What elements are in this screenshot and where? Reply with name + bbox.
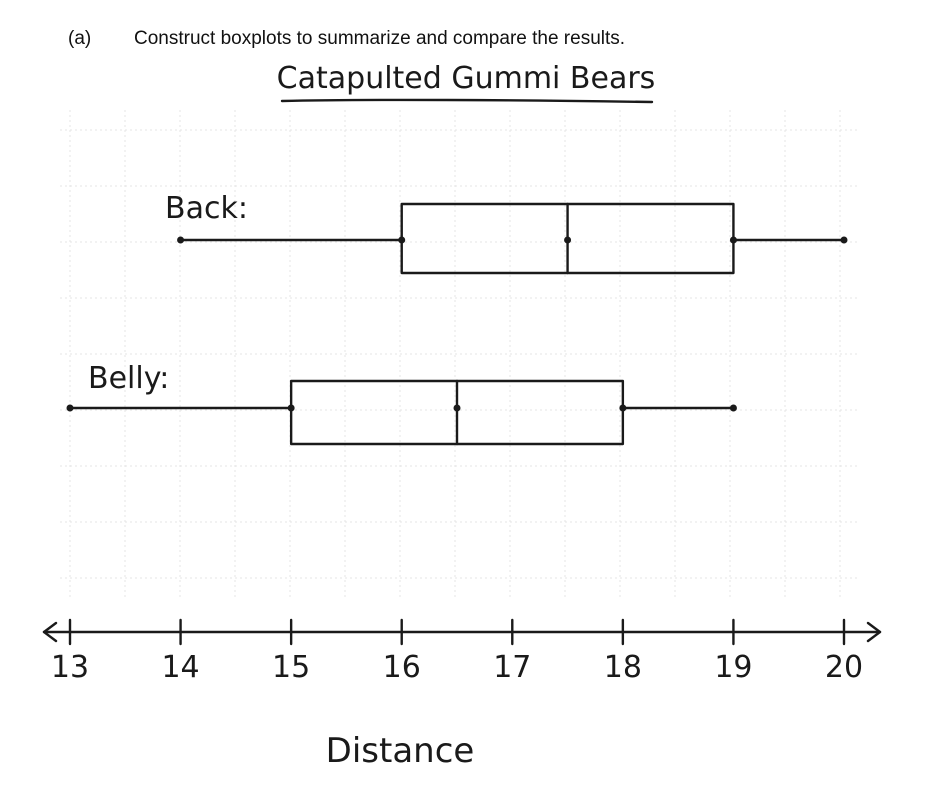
point-min	[177, 236, 185, 244]
tick-label: 14	[161, 650, 199, 685]
point-max	[729, 404, 737, 412]
series-label-belly: Belly:	[88, 361, 169, 396]
axis-arrow-right	[866, 621, 882, 643]
tick-label: 19	[714, 650, 752, 685]
question-label: (a)	[68, 28, 92, 49]
graph-paper-grid	[60, 110, 860, 600]
boxplot-belly: Belly:	[66, 361, 737, 446]
point-q1	[287, 404, 295, 412]
point-median	[564, 236, 572, 244]
point-median	[453, 404, 461, 412]
x-axis-label: Distance	[326, 731, 475, 771]
tick-label: 16	[383, 650, 421, 685]
title-underline	[280, 98, 654, 104]
boxplots: Back: Belly:	[66, 191, 848, 446]
point-q1	[398, 236, 406, 244]
tick-label: 20	[825, 650, 863, 685]
series-label-back: Back:	[165, 191, 248, 226]
x-axis: 13 14 15 16 17 18 19 20	[42, 618, 882, 685]
tick-label: 15	[272, 650, 310, 685]
point-q3	[619, 404, 627, 412]
tick-label: 18	[604, 650, 642, 685]
chart-title: Catapulted Gummi Bears	[277, 61, 656, 96]
axis-arrow-left	[42, 621, 58, 643]
point-min	[66, 404, 74, 412]
boxplot-back: Back:	[165, 191, 848, 275]
tick-label: 17	[493, 650, 531, 685]
question-text: Construct boxplots to summarize and comp…	[134, 28, 626, 49]
tick-label: 13	[51, 650, 89, 685]
point-q3	[729, 236, 737, 244]
point-max	[840, 236, 848, 244]
